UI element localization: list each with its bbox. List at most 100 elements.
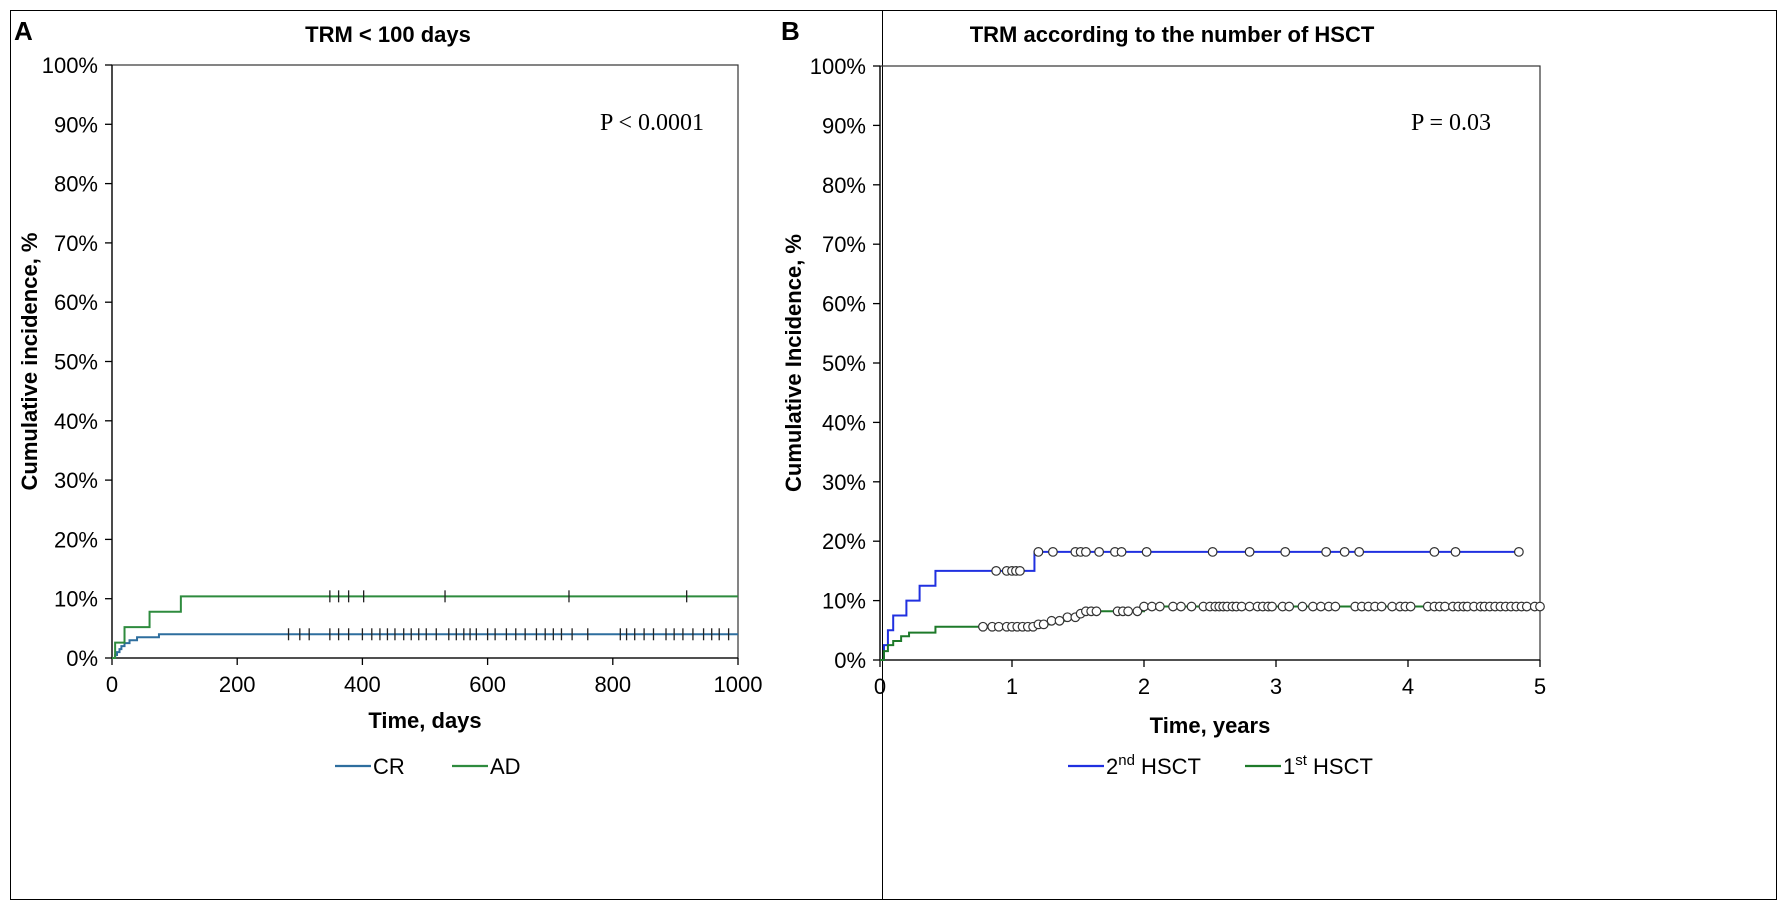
x-tick-label: 1000 — [714, 672, 763, 697]
censor-mark — [1244, 546, 1255, 557]
censor-mark — [1236, 601, 1247, 612]
series-line-1 — [112, 595, 738, 659]
y-tick-label: 0% — [834, 648, 866, 673]
x-tick-label: 400 — [344, 672, 381, 697]
y-tick-label: 10% — [54, 587, 98, 612]
y-axis-title: Cumulative Incidence, % — [781, 234, 806, 492]
censor-mark — [1033, 546, 1044, 557]
censor-mark — [1062, 612, 1073, 623]
x-tick-label: 2 — [1138, 674, 1150, 699]
censor-mark — [1405, 601, 1416, 612]
y-tick-label: 90% — [822, 113, 866, 138]
censor-mark — [1132, 606, 1143, 617]
y-tick-label: 0% — [66, 646, 98, 671]
x-axis-title: Time, years — [1150, 713, 1271, 738]
censor-mark — [1054, 615, 1065, 626]
series-line-0 — [112, 633, 738, 659]
legend-label: AD — [490, 754, 521, 779]
censor-mark — [1440, 601, 1450, 612]
y-tick-label: 20% — [822, 529, 866, 554]
y-tick-label: 50% — [822, 351, 866, 376]
censor-mark — [1244, 601, 1255, 612]
series-line-1 — [880, 605, 1540, 661]
censor-mark — [1450, 546, 1461, 557]
y-tick-label: 100% — [810, 54, 866, 79]
censor-mark — [1387, 601, 1398, 612]
censor-mark — [1048, 546, 1058, 557]
y-tick-label: 30% — [822, 470, 866, 495]
p-value: P < 0.0001 — [600, 110, 704, 136]
legend-label: 2nd HSCT — [1106, 752, 1201, 779]
y-tick-label: 70% — [822, 232, 866, 257]
censor-mark — [1513, 546, 1524, 557]
x-tick-label: 4 — [1402, 674, 1414, 699]
censor-mark — [1339, 546, 1350, 557]
chart-b: B TRM according to the number of HSCT0%10… — [781, 16, 1546, 779]
censor-mark — [1139, 601, 1149, 612]
series-line-0 — [880, 550, 1519, 661]
y-tick-label: 40% — [822, 410, 866, 435]
censor-mark — [978, 621, 988, 632]
x-axis-title: Time, days — [368, 708, 481, 733]
censor-mark — [1308, 601, 1318, 612]
censor-mark — [1315, 601, 1326, 612]
y-tick-label: 20% — [54, 527, 98, 552]
x-tick-label: 800 — [594, 672, 631, 697]
censor-mark — [1354, 546, 1365, 557]
x-tick-label: 600 — [469, 672, 506, 697]
chart-title: TRM < 100 days — [305, 22, 471, 47]
censor-mark — [991, 566, 1002, 576]
chart-title: TRM according to the number of HSCT — [970, 22, 1375, 47]
x-tick-label: 200 — [219, 672, 256, 697]
censor-mark — [1116, 546, 1127, 557]
y-tick-label: 70% — [54, 231, 98, 256]
y-tick-label: 90% — [54, 112, 98, 137]
censor-mark — [1284, 601, 1295, 612]
censor-mark — [1038, 619, 1049, 630]
censor-mark — [1280, 546, 1291, 557]
chart-a: A TRM < 100 days 0% 10% 20% 30% 40% 50% 60% 70% 80… — [14, 16, 762, 779]
censor-mark — [1321, 546, 1332, 557]
censor-mark — [1429, 546, 1440, 557]
y-tick-label: 80% — [822, 173, 866, 198]
y-tick-label: 60% — [822, 292, 866, 317]
censor-mark — [1186, 601, 1197, 612]
x-tick-label: 0 — [106, 672, 118, 697]
y-tick-label: 100% — [42, 53, 98, 78]
y-tick-label: 60% — [54, 290, 98, 315]
panel-letter: B — [781, 16, 800, 46]
y-tick-label: 40% — [54, 409, 98, 434]
censor-mark — [1147, 601, 1157, 612]
x-tick-label: 3 — [1270, 674, 1282, 699]
legend-label: 1st HSCT — [1283, 752, 1373, 779]
censor-mark — [1094, 546, 1105, 557]
censor-mark — [1267, 601, 1277, 612]
censor-mark — [1168, 601, 1178, 612]
panel-b — [882, 10, 1777, 900]
p-value: P = 0.03 — [1411, 110, 1491, 136]
y-tick-label: 10% — [822, 589, 866, 614]
censor-mark — [1376, 601, 1387, 612]
y-tick-label: 30% — [54, 468, 98, 493]
censor-mark — [1046, 615, 1057, 626]
censor-mark — [1091, 606, 1102, 617]
x-tick-label: 1 — [1006, 674, 1018, 699]
censor-mark — [1141, 546, 1152, 557]
y-axis-title: Cumulative incidence, % — [17, 233, 42, 491]
censor-mark — [1297, 601, 1308, 612]
x-tick-label: 0 — [874, 674, 886, 699]
plot-area — [111, 64, 739, 659]
censor-mark — [1330, 601, 1341, 612]
censor-mark — [1207, 546, 1218, 557]
censor-mark — [1081, 546, 1091, 557]
censor-mark — [993, 621, 1004, 632]
panel-letter: A — [14, 16, 33, 46]
censor-mark — [1535, 601, 1545, 612]
censor-mark — [1176, 601, 1186, 612]
censor-mark — [1123, 606, 1134, 617]
y-tick-label: 80% — [54, 172, 98, 197]
censor-mark — [1521, 601, 1532, 612]
censor-mark — [1015, 566, 1025, 576]
y-tick-label: 50% — [54, 350, 98, 375]
